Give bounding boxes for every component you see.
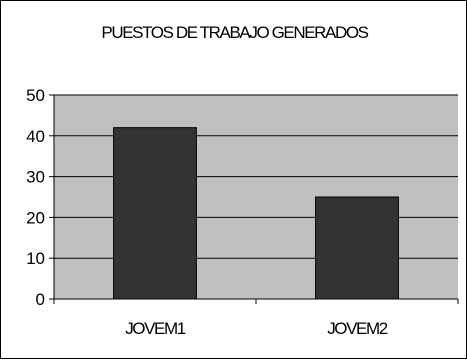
y-tick-label-30: 30 <box>26 168 45 187</box>
y-tick-label-10: 10 <box>26 249 45 268</box>
y-tick-label-0: 0 <box>36 290 45 309</box>
y-tick-label-40: 40 <box>26 127 45 146</box>
y-tick-label-20: 20 <box>26 208 45 227</box>
axes <box>49 94 459 304</box>
chart-title: PUESTOS DE TRABAJO GENERADOS <box>101 23 369 42</box>
bar-jovem2 <box>315 196 399 300</box>
x-tick-label-jovem1: JOVEM1 <box>125 319 186 338</box>
x-tick-label-jovem2: JOVEM2 <box>327 319 388 338</box>
bar-jovem1 <box>113 127 197 300</box>
axis-labels: 0 10 20 30 40 50 JOVEM1 JOVEM2 <box>26 86 389 338</box>
y-tick-label-50: 50 <box>26 86 45 105</box>
